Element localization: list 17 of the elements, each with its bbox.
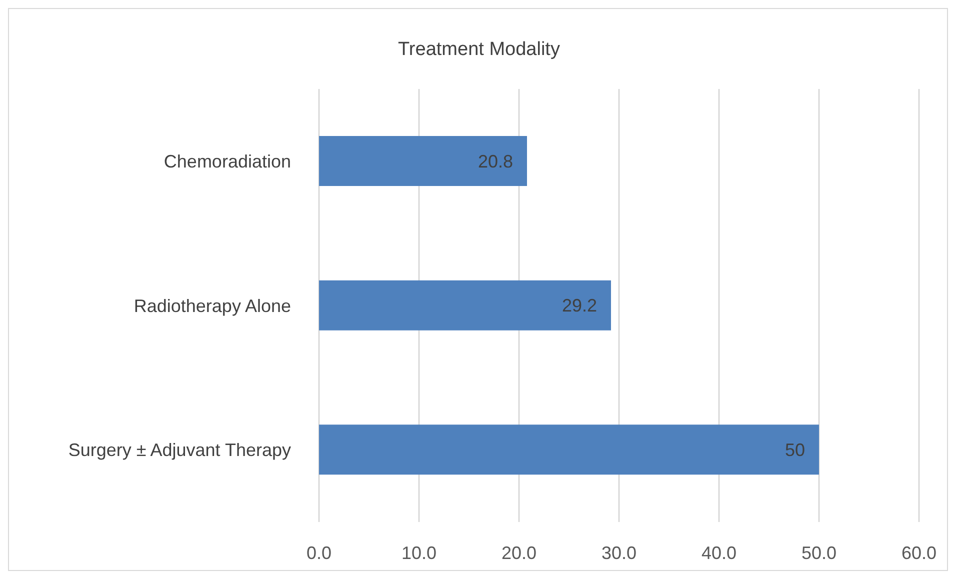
x-tick-label: 0.0: [306, 542, 332, 563]
data-label: 20.8: [478, 151, 513, 172]
bar: [319, 424, 819, 475]
x-tick-label: 60.0: [901, 542, 937, 563]
y-tick-label: Surgery ± Adjuvant Therapy: [68, 440, 291, 460]
x-tick-label: 20.0: [501, 542, 537, 563]
data-label: 29.2: [562, 296, 597, 316]
data-label: 50: [784, 440, 805, 460]
x-tick-label: 40.0: [701, 542, 737, 563]
y-tick-label: Chemoradiation: [164, 152, 291, 172]
x-tick-label: 30.0: [601, 542, 637, 563]
bar: [319, 280, 611, 330]
bar: [319, 136, 527, 186]
y-tick-label: Radiotherapy Alone: [134, 296, 291, 316]
x-tick-label: 50.0: [801, 542, 837, 563]
x-tick-label: 10.0: [401, 542, 437, 563]
chart-title: Treatment Modality: [397, 39, 561, 61]
